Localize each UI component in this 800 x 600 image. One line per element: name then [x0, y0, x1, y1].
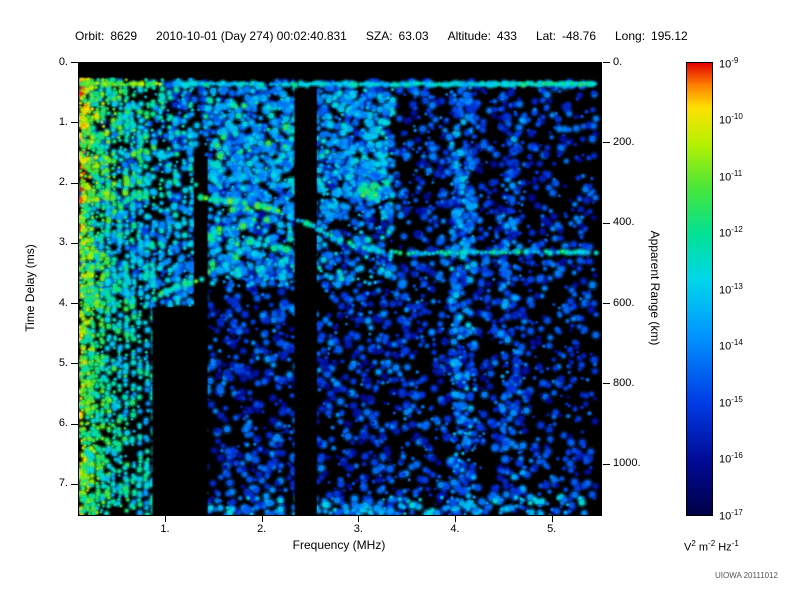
header-item-sza: SZA: 63.03 — [366, 29, 429, 44]
colorbar-gradient — [687, 63, 712, 515]
colorbar-tick-exponent: -12 — [731, 225, 743, 234]
frequency-tick-mark — [261, 516, 263, 522]
unit-exponent: -1 — [731, 539, 739, 548]
time-delay-tick-mark — [71, 122, 78, 124]
apparent-range-tick-mark — [603, 383, 610, 385]
header-item-label: Long: — [615, 29, 646, 43]
time-delay-tick-label: 5. — [58, 356, 68, 369]
frequency-tick-label: 4. — [450, 523, 460, 535]
unit-exponent: 2 — [691, 539, 696, 548]
time-delay-tick-mark — [71, 182, 78, 184]
colorbar-tick-label: 10-10 — [719, 112, 743, 127]
header-item-latitude: Lat: -48.76 — [536, 29, 596, 44]
colorbar-tick-base: 10 — [719, 340, 732, 353]
unit-exponent: -2 — [708, 539, 716, 548]
colorbar-tick-base: 10 — [719, 397, 732, 410]
time-delay-tick-mark — [71, 62, 78, 63]
time-delay-tick-label: 0. — [58, 55, 68, 68]
colorbar-unit: V2 m-2 Hz-1 — [684, 539, 739, 554]
frequency-tick-label: 3. — [353, 523, 363, 535]
frequency-tick-label: 5. — [547, 523, 557, 535]
colorbar-tick-label: 10-15 — [719, 395, 743, 410]
apparent-range-tick-label: 400. — [613, 216, 635, 229]
colorbar-tick-label: 10-16 — [719, 451, 743, 466]
frequency-tick-mark — [165, 516, 166, 522]
colorbar-tick-base: 10 — [719, 114, 732, 127]
apparent-range-tick-label: 800. — [613, 376, 635, 389]
header-info: Orbit: 8629 2010-10-01 (Day 274) 00:02:40.… — [75, 29, 688, 44]
time-delay-tick-label: 1. — [58, 115, 68, 128]
colorbar-tick-label: 10-9 — [719, 56, 738, 71]
right-axis-title: Apparent Range (km) — [648, 230, 662, 346]
header-item-value: -48.76 — [561, 29, 596, 43]
colorbar-tick-exponent: -11 — [731, 168, 743, 178]
plot-frame — [78, 62, 602, 516]
apparent-range-tick-mark — [603, 463, 610, 465]
colorbar-tick-label: 10-12 — [719, 225, 743, 240]
time-delay-tick-label: 6. — [58, 417, 68, 430]
colorbar-tick-base: 10 — [719, 58, 732, 71]
header-item-label: Lat: — [535, 29, 556, 43]
colorbar-tick-base: 10 — [719, 284, 732, 297]
colorbar-tick-label: 10-13 — [719, 282, 743, 297]
header-item-label: Orbit: — [75, 29, 105, 43]
watermark: UIOWA 20111012 — [715, 571, 778, 580]
frequency-tick-label: 2. — [257, 523, 267, 535]
colorbar-tick-exponent: -13 — [731, 281, 743, 291]
apparent-range-tick-mark — [603, 303, 610, 305]
unit-text: Hz — [715, 541, 732, 554]
apparent-range-tick-mark — [603, 62, 610, 63]
colorbar-tick-exponent: -15 — [731, 394, 743, 404]
left-axis-title: Time Delay (ms) — [23, 244, 37, 332]
unit-text: m — [695, 541, 709, 554]
time-delay-tick-mark — [71, 423, 78, 425]
header-item-label: SZA: — [365, 29, 393, 43]
header-item-value: 2010-10-01 (Day 274) 00:02:40.831 — [156, 29, 347, 43]
colorbar-tick-base: 10 — [719, 453, 732, 466]
colorbar-tick-label: 10-17 — [719, 508, 743, 523]
time-delay-tick-mark — [71, 303, 78, 305]
colorbar-tick-exponent: -17 — [731, 507, 743, 517]
header-item-altitude: Altitude: 433 — [448, 29, 517, 44]
apparent-range-tick-label: 200. — [613, 135, 635, 148]
time-delay-tick-label: 4. — [58, 296, 68, 309]
time-delay-tick-label: 7. — [58, 477, 68, 490]
frequency-tick-label: 1. — [160, 523, 170, 535]
apparent-range-tick-label: 600. — [613, 296, 635, 309]
time-delay-tick-mark — [71, 242, 78, 244]
frequency-tick-mark — [455, 516, 456, 522]
header-item-orbit: Orbit: 8629 — [75, 29, 137, 44]
header-item-value: 63.03 — [398, 29, 429, 43]
x-axis-title: Frequency (MHz) — [292, 538, 386, 552]
colorbar-tick-base: 10 — [719, 510, 732, 523]
unit-text: V — [684, 541, 692, 554]
time-delay-tick-mark — [71, 363, 78, 365]
frequency-tick-mark — [358, 516, 360, 522]
header-item-longitude: Long: 195.12 — [615, 29, 688, 44]
colorbar — [686, 62, 713, 516]
colorbar-tick-label: 10-11 — [719, 169, 742, 184]
colorbar-tick-exponent: -16 — [731, 451, 743, 460]
apparent-range-tick-mark — [603, 142, 610, 144]
header-item-value: 8629 — [110, 29, 138, 43]
apparent-range-tick-label: 0. — [613, 55, 623, 68]
time-delay-tick-mark — [71, 483, 78, 485]
time-delay-tick-label: 3. — [58, 236, 68, 249]
header-item-datetime: 2010-10-01 (Day 274) 00:02:40.831 — [156, 29, 347, 44]
apparent-range-tick-label: 1000. — [613, 457, 641, 470]
colorbar-tick-label: 10-14 — [719, 338, 743, 353]
colorbar-tick-exponent: -10 — [731, 112, 743, 121]
header-item-value: 433 — [496, 29, 517, 43]
spectrogram-canvas — [79, 63, 601, 515]
colorbar-tick-exponent: -9 — [731, 55, 739, 65]
frequency-tick-mark — [551, 516, 553, 522]
colorbar-tick-base: 10 — [719, 171, 732, 184]
header-item-value: 195.12 — [651, 29, 688, 43]
colorbar-tick-exponent: -14 — [731, 338, 743, 347]
apparent-range-tick-mark — [603, 222, 610, 224]
time-delay-tick-label: 2. — [58, 176, 68, 189]
header-item-label: Altitude: — [447, 29, 491, 43]
colorbar-tick-base: 10 — [719, 227, 732, 240]
